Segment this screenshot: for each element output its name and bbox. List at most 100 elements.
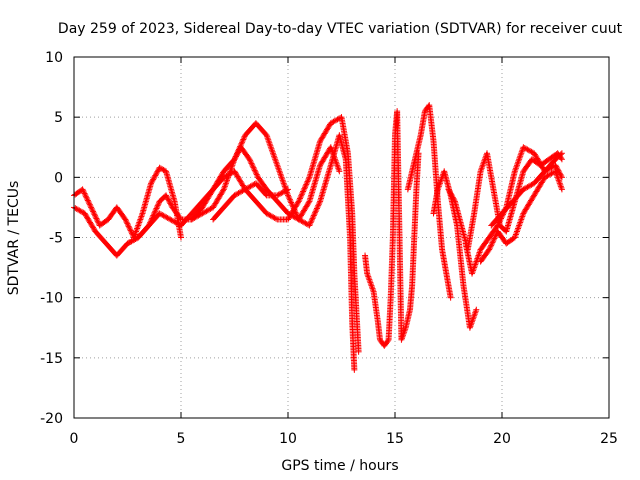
data-point xyxy=(294,199,301,206)
y-tick-label: 10 xyxy=(45,50,63,66)
data-point xyxy=(123,219,130,226)
data-point xyxy=(302,182,309,189)
data-point xyxy=(156,164,163,171)
data-point xyxy=(251,166,258,173)
data-point xyxy=(247,159,254,166)
data-point xyxy=(286,195,293,202)
data-point xyxy=(79,186,86,193)
data-point xyxy=(316,199,323,206)
x-tick-label: 25 xyxy=(600,431,618,447)
data-point xyxy=(87,203,94,210)
data-point xyxy=(283,187,290,194)
data-point xyxy=(308,216,315,223)
data-point xyxy=(84,196,91,203)
data-point xyxy=(150,176,157,183)
data-point xyxy=(313,206,320,213)
data-point xyxy=(91,211,98,218)
data-point xyxy=(165,197,172,204)
data-point xyxy=(159,166,166,173)
data-point xyxy=(447,294,454,301)
data-point xyxy=(305,177,312,184)
data-point xyxy=(152,172,159,179)
data-point xyxy=(300,188,307,195)
data-point xyxy=(253,171,260,178)
data-point xyxy=(296,195,303,202)
data-point xyxy=(165,196,172,203)
data-point xyxy=(310,213,317,220)
data-point xyxy=(286,196,293,203)
data-point xyxy=(153,169,160,176)
data-point xyxy=(150,175,157,182)
data-point xyxy=(154,168,161,175)
data-point xyxy=(336,168,343,175)
data-point xyxy=(296,196,303,203)
data-point xyxy=(305,175,312,182)
data-point xyxy=(164,195,171,202)
data-point xyxy=(148,179,155,186)
data-point xyxy=(297,194,304,201)
data-point xyxy=(154,204,161,211)
data-point xyxy=(86,201,93,208)
data-point xyxy=(239,137,246,144)
x-tick-label: 20 xyxy=(493,431,511,447)
data-point xyxy=(307,221,314,228)
data-point xyxy=(157,165,164,172)
data-point xyxy=(262,191,269,198)
data-point xyxy=(126,226,133,233)
data-point xyxy=(251,167,258,174)
x-tick-label: 5 xyxy=(177,431,186,447)
data-point xyxy=(285,193,292,200)
y-tick-label: 5 xyxy=(54,110,63,126)
data-point xyxy=(315,201,322,208)
data-point xyxy=(234,150,241,157)
data-point xyxy=(235,149,242,156)
data-point xyxy=(94,216,101,223)
data-point xyxy=(239,139,246,146)
data-point xyxy=(300,187,307,194)
data-point xyxy=(232,154,239,161)
data-point xyxy=(178,234,184,241)
data-point xyxy=(82,193,89,200)
data-point xyxy=(155,201,162,208)
data-point xyxy=(305,199,312,206)
data-point xyxy=(153,171,160,178)
x-tick-label: 0 xyxy=(70,431,79,447)
data-point xyxy=(306,222,313,229)
data-point xyxy=(304,178,311,185)
data-point xyxy=(152,208,159,215)
data-point xyxy=(151,173,158,180)
data-point xyxy=(288,199,295,206)
data-point xyxy=(90,209,97,216)
data-point xyxy=(384,337,391,344)
data-point xyxy=(240,136,247,143)
data-point xyxy=(309,215,316,222)
axis-ticks: 0 5 10 15 20 25 -20 -15 -10 -5 0 5 10 xyxy=(40,50,618,447)
y-tick-label: -5 xyxy=(49,231,63,247)
data-point xyxy=(149,177,156,184)
data-point xyxy=(303,179,310,186)
data-points xyxy=(71,102,565,373)
data-point xyxy=(311,211,318,218)
data-point xyxy=(163,193,170,200)
x-axis-label: GPS time / hours xyxy=(281,458,398,474)
data-point xyxy=(250,164,257,171)
data-point xyxy=(122,216,129,223)
data-point xyxy=(82,191,89,198)
data-point xyxy=(285,192,291,199)
data-point xyxy=(351,366,358,373)
data-point xyxy=(83,194,90,201)
data-point xyxy=(153,205,160,212)
data-point xyxy=(252,168,259,175)
data-point xyxy=(125,223,132,230)
data-point xyxy=(126,224,133,231)
data-point xyxy=(231,156,238,163)
data-point xyxy=(301,184,308,191)
y-tick-label: -20 xyxy=(40,411,63,427)
data-point xyxy=(124,220,131,227)
data-point xyxy=(148,180,155,187)
data-point xyxy=(123,217,130,224)
data-point xyxy=(92,212,99,219)
data-point xyxy=(299,189,306,196)
data-point xyxy=(127,227,134,234)
data-point xyxy=(253,170,260,177)
